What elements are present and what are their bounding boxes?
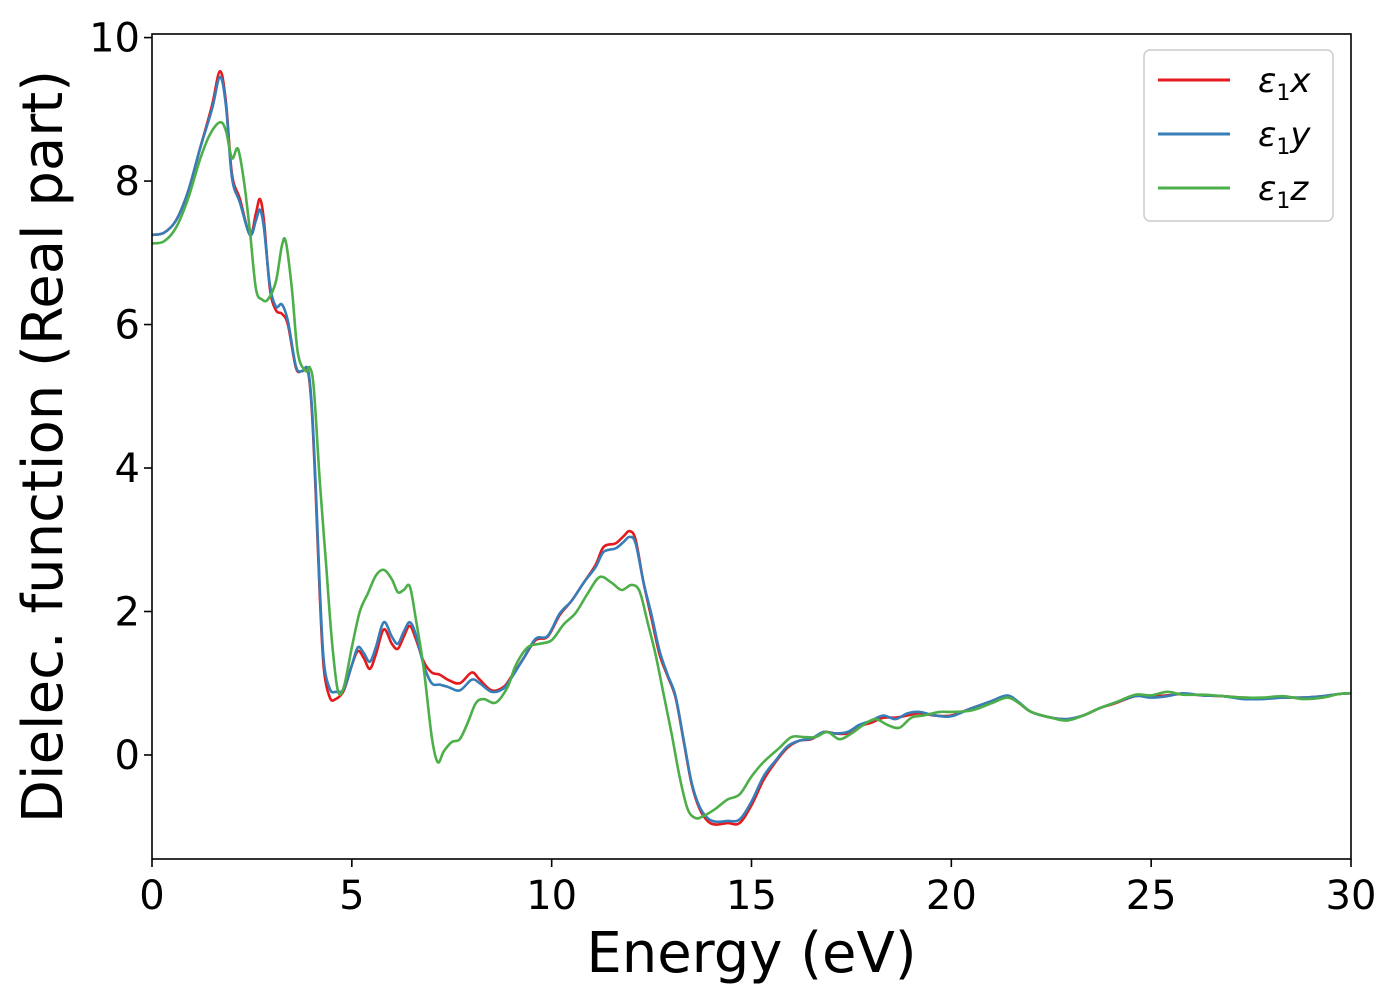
series-layer xyxy=(152,69,1351,826)
x-tick-label: 20 xyxy=(926,873,977,919)
y-tick-label: 2 xyxy=(115,590,140,636)
series-line-z xyxy=(152,120,1351,820)
legend-label-z: ε1z xyxy=(1258,169,1309,214)
y-tick-label: 10 xyxy=(89,16,140,62)
y-tick-label: 4 xyxy=(115,446,140,492)
x-axis-label: Energy (eV) xyxy=(586,921,916,986)
legend-label-y: ε1y xyxy=(1258,115,1311,160)
ticks-layer: 0 5 10 15 20 25 30 0 2 4 6 8 10 xyxy=(89,16,1376,919)
x-tick-label: 15 xyxy=(726,873,777,919)
y-tick-label: 8 xyxy=(115,159,140,205)
legend-box xyxy=(1143,49,1334,222)
y-tick-label: 6 xyxy=(115,303,140,349)
x-tick-label: 5 xyxy=(339,873,364,919)
x-tick-label: 25 xyxy=(1126,873,1177,919)
x-tick-label: 0 xyxy=(139,873,164,919)
x-tick-label: 10 xyxy=(526,873,577,919)
y-axis-label: Dielec. function (Real part) xyxy=(11,70,76,823)
x-tick-label: 30 xyxy=(1326,873,1377,919)
y-tick-label: 0 xyxy=(115,733,140,779)
legend: ε1x ε1y ε1z xyxy=(1143,49,1334,222)
legend-label-x: ε1x xyxy=(1258,61,1311,106)
